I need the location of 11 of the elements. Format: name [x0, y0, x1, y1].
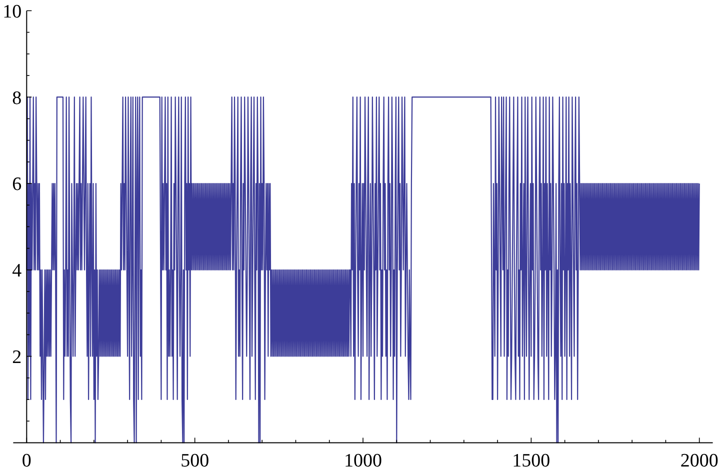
y-tick-label: 4 [12, 260, 22, 282]
x-tick-label: 2000 [680, 450, 718, 470]
y-tick-label: 8 [12, 88, 22, 109]
y-tick-label: 6 [12, 174, 22, 196]
x-tick-label: 1500 [512, 450, 550, 470]
y-tick-label: 2 [12, 346, 22, 368]
line-series [26, 96, 700, 444]
x-tick-label: 0 [22, 450, 32, 470]
y-tick-label: 10 [2, 1, 22, 22]
x-tick-label: 500 [180, 450, 210, 470]
x-tick-label: 1000 [344, 450, 382, 470]
